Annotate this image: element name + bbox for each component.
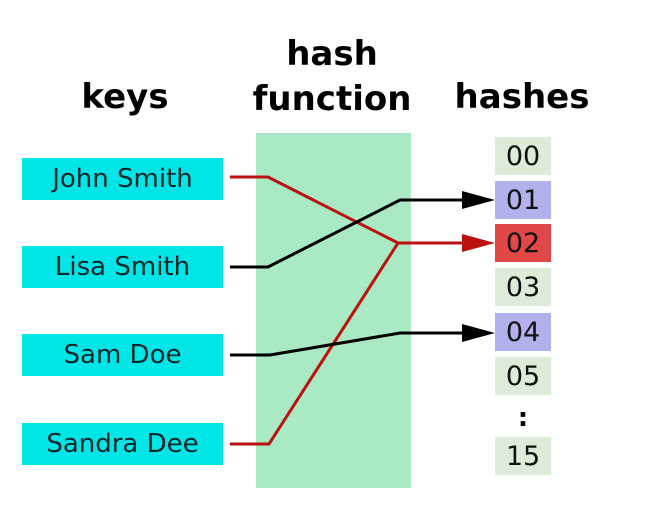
hash-table-ellipsis: : — [517, 403, 529, 433]
hash-cell-04: 04 — [495, 313, 551, 351]
hash-function-title-line1: hash — [286, 34, 378, 74]
key-box-lisa-smith: Lisa Smith — [22, 246, 223, 288]
arrowhead-to-02 — [462, 234, 495, 252]
hashes-column-title: hashes — [454, 77, 590, 117]
hash-function-title: hash function — [253, 32, 412, 122]
hash-cell-05: 05 — [495, 357, 551, 395]
hash-cell-02-collision: 02 — [495, 224, 551, 262]
hash-cell-00: 00 — [495, 137, 551, 175]
keys-column-title: keys — [81, 77, 169, 117]
key-box-sam-doe: Sam Doe — [22, 334, 223, 376]
arrowhead-to-01 — [462, 191, 495, 209]
hash-cell-15: 15 — [495, 437, 551, 475]
arrowhead-to-04 — [462, 324, 495, 342]
key-box-john-smith: John Smith — [22, 158, 223, 200]
hash-cell-03: 03 — [495, 268, 551, 306]
key-box-sandra-dee: Sandra Dee — [22, 423, 223, 465]
hash-function-box — [256, 133, 411, 488]
hash-cell-01: 01 — [495, 181, 551, 219]
hash-function-title-line2: function — [252, 79, 412, 119]
